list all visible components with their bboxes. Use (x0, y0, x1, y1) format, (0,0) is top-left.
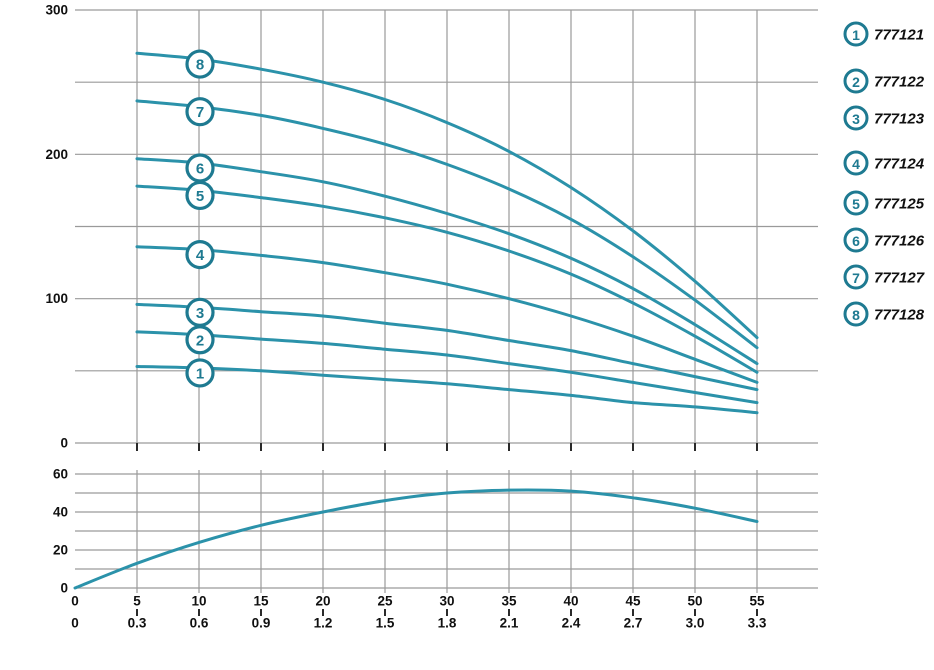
head-curve-2 (135, 330, 759, 405)
legend-badge-circle (843, 105, 869, 131)
curve-badge-circle (185, 153, 215, 183)
head-y-tick-label: 200 (45, 147, 68, 162)
eff-y-tick-label: 60 (53, 467, 68, 482)
head-y-tick-label: 100 (45, 291, 68, 306)
x-tick-label-row1: 35 (501, 594, 517, 609)
legend-badge-number: 6 (852, 233, 860, 249)
head-curve-7 (135, 99, 759, 350)
legend-item-7: 7 777127 (843, 264, 925, 290)
curve-badge-circle (185, 358, 215, 388)
x-tick-label-row1: 45 (625, 594, 641, 609)
legend-model-label: 777128 (874, 307, 925, 324)
x-tick-label-row1: 0 (71, 594, 79, 609)
legend-badge-number: 4 (852, 156, 860, 172)
curve-label-badge-1: 1 (185, 358, 215, 388)
legend-badge-circle (843, 68, 869, 94)
x-tick-label-row2: 2.4 (562, 616, 581, 631)
legend-model-label: 777123 (874, 111, 925, 128)
x-tick-label-row1: 40 (563, 594, 578, 609)
x-tick-label-row2: 1.2 (314, 616, 333, 631)
x-tick-label-row1: 15 (253, 594, 269, 609)
curve-badge-number: 7 (196, 104, 204, 121)
head-curve-5 (135, 184, 759, 374)
curve-badge-number: 2 (196, 332, 204, 349)
legend-model-label: 777125 (874, 196, 925, 213)
x-tick-label-row2: 3.0 (686, 616, 705, 631)
head-curve-6 (135, 157, 759, 366)
x-tick-label-row2: 0.3 (128, 616, 147, 631)
legend-item-8: 8 777128 (843, 301, 925, 327)
curve-label-badge-2: 2 (185, 325, 215, 355)
curve-label-badge-4: 4 (185, 239, 215, 270)
head-curve-1 (135, 365, 759, 415)
x-tick-label-row2: 1.5 (376, 616, 395, 631)
eff-y-tick-label: 40 (53, 505, 68, 520)
legend-badge-circle (843, 301, 869, 327)
x-tick-label-row1: 55 (749, 594, 765, 609)
x-tick-label-row2: 2.7 (624, 616, 643, 631)
curve-badge-number: 1 (196, 365, 204, 382)
legend-item-2: 2 777122 (843, 68, 925, 94)
legend-item-3: 3 777123 (843, 105, 925, 131)
curve-label-badge-3: 3 (185, 297, 215, 327)
curve-label-badge-5: 5 (185, 180, 215, 211)
curve-badge-number: 3 (196, 305, 204, 322)
legend-badge-circle (843, 227, 869, 253)
x-tick-label-row2: 0.6 (190, 616, 209, 631)
curve-label-badge-7: 7 (185, 97, 215, 127)
x-tick-label-row2: 3.3 (748, 616, 767, 631)
x-tick-label-row1: 30 (439, 594, 454, 609)
legend-badge-number: 8 (852, 307, 860, 323)
curve-badge-number: 8 (196, 57, 204, 74)
legend-badge-number: 3 (852, 111, 860, 127)
curve-badge-circle (185, 49, 215, 79)
efficiency-curve (73, 488, 759, 590)
legend-badge-number: 2 (852, 74, 860, 90)
head-y-tick-label: 0 (60, 436, 68, 451)
curve-label-badge-6: 6 (185, 153, 215, 183)
legend-model-label: 777127 (874, 270, 925, 287)
legend-item-6: 6 777126 (843, 227, 925, 253)
x-tick-label-row2: 0 (71, 616, 79, 631)
legend-badge-circle (843, 264, 869, 290)
head-y-tick-label: 300 (45, 3, 68, 18)
head-curve-4 (135, 245, 759, 384)
curve-badge-circle (185, 239, 215, 270)
x-tick-label-row1: 25 (377, 594, 393, 609)
x-tick-label-row1: 50 (687, 594, 702, 609)
eff-y-tick-label: 0 (60, 581, 68, 596)
legend-badge-circle (843, 150, 869, 176)
head-curve-8 (135, 51, 759, 340)
curve-label-badge-8: 8 (185, 49, 215, 79)
curve-badge-circle (185, 97, 215, 127)
legend-model-label: 777121 (874, 27, 924, 44)
curve-badge-number: 6 (196, 160, 204, 177)
x-tick-label-row1: 20 (315, 594, 330, 609)
legend-badge-number: 7 (852, 270, 860, 286)
legend-model-label: 777122 (874, 74, 925, 91)
legend-badge-circle (843, 21, 869, 47)
x-tick-label-row2: 2.1 (500, 616, 519, 631)
curve-badge-number: 5 (196, 188, 204, 205)
legend-model-label: 777124 (874, 156, 925, 173)
legend-item-4: 4 777124 (843, 150, 925, 176)
eff-y-tick-label: 20 (53, 543, 68, 558)
x-tick-label-row1: 10 (191, 594, 206, 609)
legend-item-1: 1 777121 (843, 21, 924, 47)
x-tick-label-row2: 1.8 (438, 616, 457, 631)
curve-badge-number: 4 (196, 247, 205, 264)
legend-item-5: 5 777125 (843, 190, 925, 216)
curve-badge-circle (185, 297, 215, 327)
legend-badge-circle (843, 190, 869, 216)
legend-badge-number: 1 (852, 27, 860, 43)
legend-model-label: 777126 (874, 233, 925, 250)
head-curve-3 (135, 302, 759, 392)
head-curves (135, 51, 759, 415)
x-tick-label-row2: 0.9 (252, 616, 271, 631)
efficiency-chart-grid (75, 470, 818, 616)
x-tick-label-row1: 5 (133, 594, 141, 609)
legend-badge-number: 5 (852, 196, 860, 212)
